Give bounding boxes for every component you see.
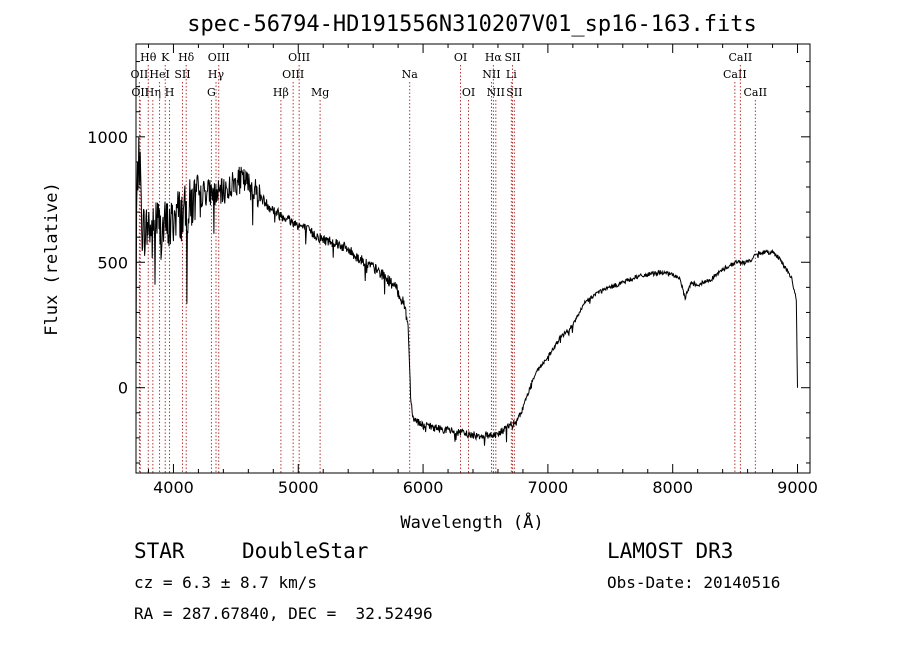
spectral-line-label-18: OI [462,86,475,99]
spectral-line-label-16: Na [402,68,419,81]
spectral-line-label-2: Hθ [140,51,157,64]
spectral-line-label-11: OIII [208,51,230,64]
redshift-velocity: cz = 6.3 ± 8.7 km/s [134,573,318,592]
spectral-line-label-20: Hα [485,51,503,64]
survey-name: LAMOST DR3 [607,539,734,563]
spectral-line-label-13: OIII [282,68,304,81]
spectral-line-label-12: Hβ [273,86,289,99]
object-subclass: DoubleStar [242,539,369,563]
spectral-line-label-26: CaII [729,51,753,64]
spectral-line-label-17: OI [454,51,467,64]
x-tick-label: 5000 [278,478,319,497]
spectral-line-label-4: HeI [149,68,169,81]
x-tick-label: 8000 [652,478,693,497]
spectral-line-label-8: Hδ [178,51,195,64]
chart-title: spec-56794-HD191556N310207V01_sp16-163.f… [187,12,757,37]
spectral-line-label-23: SII [504,51,520,64]
spectral-line-label-10: Hγ [208,68,225,81]
x-axis-label: Wavelength (Å) [400,511,543,533]
spectral-line-label-7: SII [174,68,190,81]
spectral-line-label-0: OII [131,68,149,81]
spectral-line-label-15: Mg [311,86,329,99]
x-tick-label: 7000 [528,478,569,497]
y-tick-label: 0 [118,379,128,398]
observation-date: Obs-Date: 20140516 [607,573,781,592]
axis-ticks: 4000 5000 6000 7000 8000 9000 0 500 1000 [87,44,818,497]
spectral-line-label-14: OIII [288,51,310,64]
spectral-line-label-3: Hη [145,86,161,99]
y-tick-label: 500 [97,253,128,272]
plot-frame [135,43,811,474]
spectral-line-label-19: NII [482,68,500,81]
spectral-lines-layer: OIIOIIHθHηHeIKHSIIHδGHγOIIIHβOIIIOIIIMgN… [131,51,767,473]
coordinates: RA = 287.67840, DEC = 32.52496 [134,604,433,623]
x-tick-label: 4000 [153,478,194,497]
x-tick-label: 9000 [777,478,818,497]
spectral-line-label-6: H [165,86,175,99]
x-tick-label: 6000 [403,478,444,497]
spectral-line-label-22: Li [506,68,517,81]
y-axis-label: Flux (relative) [42,182,62,336]
spectral-line-label-25: CaII [723,68,747,81]
spectral-line-label-24: SII [506,86,522,99]
y-tick-label: 1000 [87,128,128,147]
spectral-line-label-27: CaII [743,86,767,99]
spectral-line-label-21: NII [487,86,505,99]
spectral-line-label-9: G [207,86,216,99]
spectral-line-label-5: K [161,51,170,64]
object-class: STAR [134,539,185,563]
spectrum-chart: spec-56794-HD191556N310207V01_sp16-163.f… [42,12,818,533]
spectrum-series-line [135,137,798,446]
